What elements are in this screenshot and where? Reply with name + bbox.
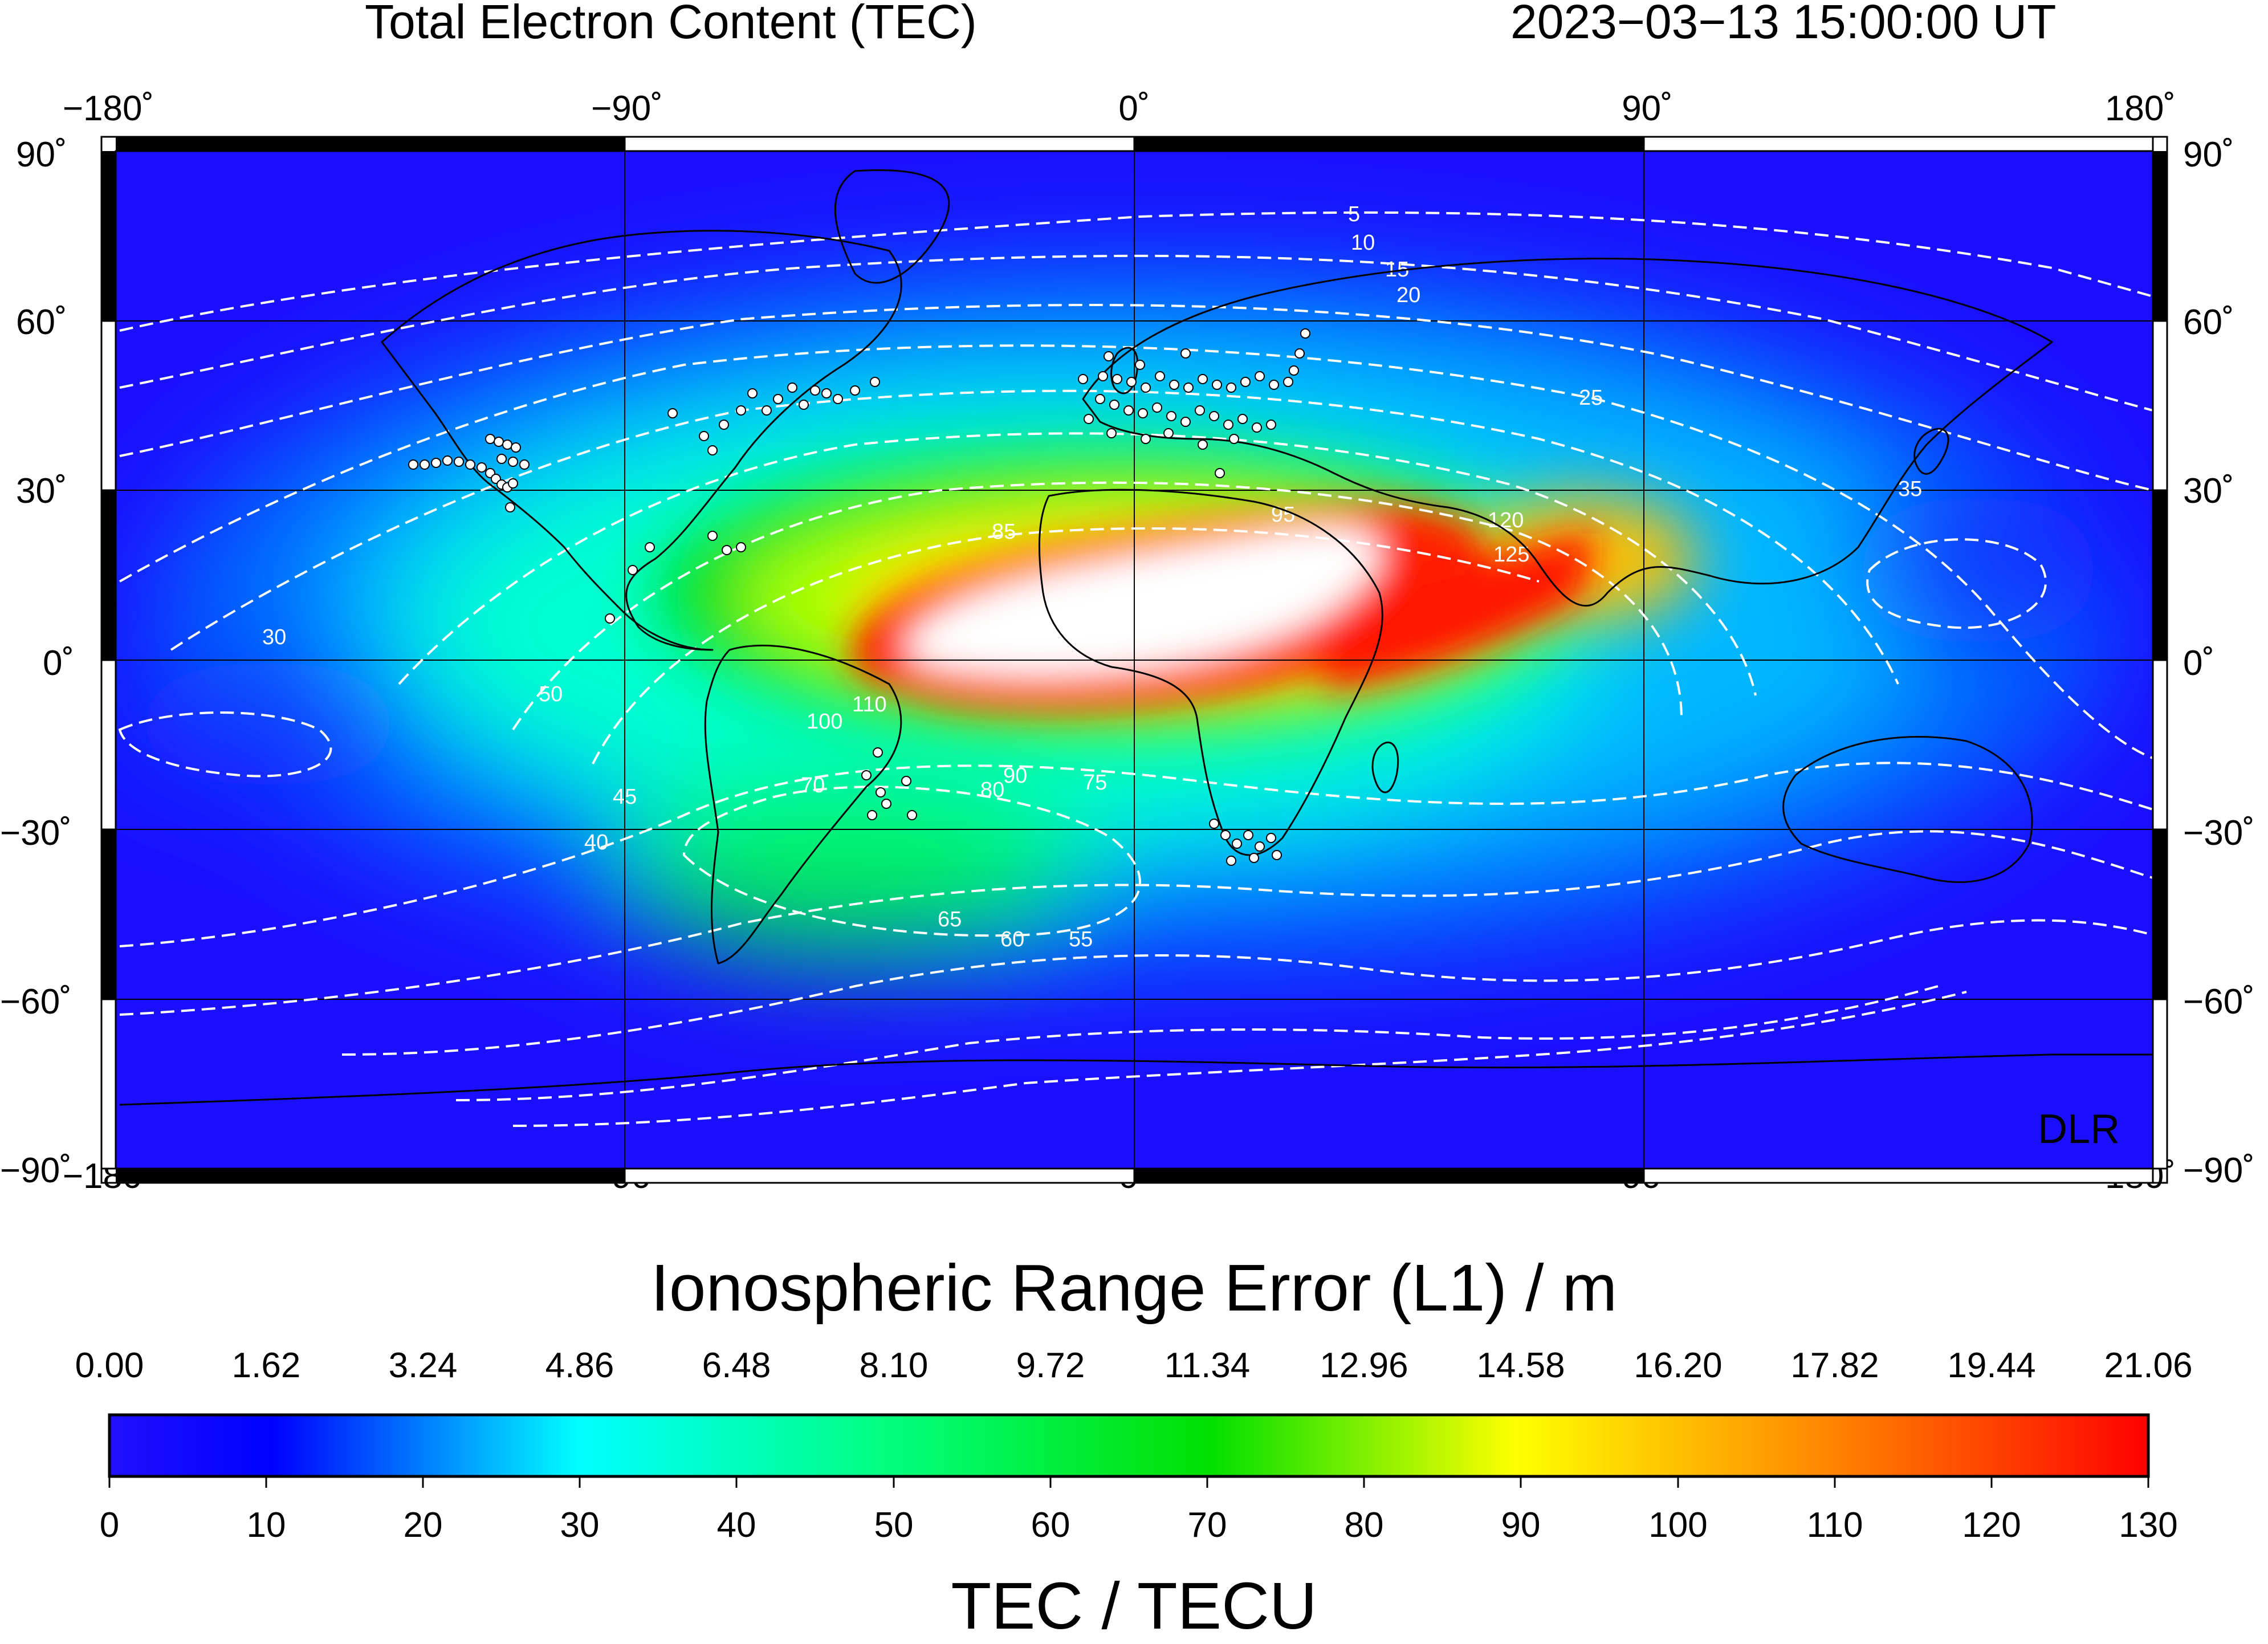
contour-label: 80 xyxy=(980,778,1004,802)
tec-contours xyxy=(118,211,2153,1127)
contour-label: 110 xyxy=(852,693,887,717)
tec-tick: 40 xyxy=(716,1505,756,1545)
range-tick: 19.44 xyxy=(1947,1346,2036,1385)
uk-coast xyxy=(1110,347,1139,394)
tec-tick: 70 xyxy=(1187,1505,1227,1545)
range-tick: 6.48 xyxy=(702,1346,771,1385)
contour-label: 45 xyxy=(613,785,637,809)
range-tick: 3.24 xyxy=(388,1346,458,1385)
contour-label: 75 xyxy=(1083,771,1107,795)
tec-unit-title: TEC / TECU xyxy=(951,1569,1317,1643)
contour-label: 65 xyxy=(938,908,962,931)
tec-tick: 0 xyxy=(99,1505,120,1545)
contour-label: 40 xyxy=(584,831,608,854)
range-tick: 16.20 xyxy=(1634,1346,1723,1385)
dlr-credit: DLR xyxy=(2038,1106,2120,1152)
lat-tick-right: 30˚ xyxy=(2183,471,2234,511)
range-tick: 14.58 xyxy=(1476,1346,1565,1385)
range-tick: 1.62 xyxy=(231,1346,301,1385)
lat-tick-right: 0˚ xyxy=(2183,644,2215,683)
tec-tick: 90 xyxy=(1501,1505,1541,1545)
lon-tick-top: 0˚ xyxy=(1118,89,1150,128)
range-error-title: Ionospheric Range Error (L1) / m xyxy=(650,1251,1618,1325)
range-tick: 0.00 xyxy=(75,1346,144,1385)
contour-label: 125 xyxy=(1493,543,1529,567)
contour-label: 120 xyxy=(1488,508,1524,532)
japan-coast xyxy=(1913,428,1949,475)
range-tick: 4.86 xyxy=(545,1346,614,1385)
contour-label: 70 xyxy=(801,774,825,797)
contour-label: 50 xyxy=(539,682,563,706)
australia-coast xyxy=(1782,736,2033,883)
range-tick: 21.06 xyxy=(2104,1346,2193,1385)
contour-label: 10 xyxy=(1351,231,1375,255)
tec-tick: 20 xyxy=(403,1505,443,1545)
contour-label: 5 xyxy=(1348,202,1360,226)
contour-label: 20 xyxy=(1396,283,1420,307)
lat-tick-left: 60˚ xyxy=(16,303,67,342)
map-title: Total Electron Content (TEC) xyxy=(365,0,977,48)
tec-tick: 110 xyxy=(1806,1505,1863,1545)
tec-tick: 120 xyxy=(1962,1505,2021,1545)
range-tick: 17.82 xyxy=(1790,1346,1879,1385)
north-america-coast xyxy=(381,230,902,651)
tec-tick: 80 xyxy=(1344,1505,1384,1545)
contour-label: 85 xyxy=(992,520,1016,544)
tec-tick: 10 xyxy=(246,1505,286,1545)
tec-tick: 100 xyxy=(1648,1505,1708,1545)
lat-tick-left: −60˚ xyxy=(0,982,72,1022)
tec-tick: 30 xyxy=(560,1505,600,1545)
madagascar-coast xyxy=(1371,741,1399,793)
lat-tick-left: 90˚ xyxy=(16,135,67,174)
gnss-stations xyxy=(408,328,1310,866)
contour-labels: 5 10 15 20 25 30 35 40 45 50 55 60 65 70… xyxy=(262,202,1922,951)
range-tick: 8.10 xyxy=(859,1346,929,1385)
range-tick: 11.34 xyxy=(1164,1346,1251,1385)
lon-tick-top: 180˚ xyxy=(2104,89,2176,128)
colorbar-gradient xyxy=(108,1413,2150,1478)
contour-label: 90 xyxy=(1003,764,1027,788)
map-datetime: 2023−03−13 15:00:00 UT xyxy=(1510,0,2057,48)
contour-label: 25 xyxy=(1579,386,1603,410)
lat-tick-right: −90˚ xyxy=(2183,1151,2255,1190)
contour-label: 100 xyxy=(807,710,842,734)
tec-tick: 130 xyxy=(2119,1505,2178,1545)
range-tick: 12.96 xyxy=(1320,1346,1408,1385)
lat-tick-left: 30˚ xyxy=(16,471,67,511)
contour-label: 55 xyxy=(1069,927,1093,951)
lat-tick-left: −90˚ xyxy=(0,1151,72,1190)
range-tick: 9.72 xyxy=(1016,1346,1085,1385)
lon-tick-top: −90˚ xyxy=(591,89,663,128)
tec-tick: 50 xyxy=(874,1505,914,1545)
lat-tick-right: 90˚ xyxy=(2183,135,2234,174)
south-america-coast xyxy=(704,645,902,965)
eurasia-coast xyxy=(1082,258,2053,607)
antarctica-coast xyxy=(119,1053,2153,1106)
tec-tick: 60 xyxy=(1031,1505,1070,1545)
contour-label: 60 xyxy=(1000,927,1024,951)
lon-tick-top: −180˚ xyxy=(62,89,154,128)
lat-tick-right: 60˚ xyxy=(2183,303,2234,342)
map-frame xyxy=(100,136,2168,1184)
lat-tick-left: −30˚ xyxy=(0,813,72,853)
lat-tick-left: 0˚ xyxy=(43,644,75,683)
africa-coast xyxy=(1038,489,1383,856)
coastlines xyxy=(119,169,2153,1106)
lat-tick-right: −30˚ xyxy=(2183,813,2255,853)
colorbar-ticks xyxy=(108,1476,2149,1488)
contour-label: 35 xyxy=(1898,477,1922,501)
greenland-coast xyxy=(834,169,950,284)
graticule xyxy=(116,151,2153,1169)
contour-label: 30 xyxy=(262,625,286,649)
lat-tick-right: −60˚ xyxy=(2183,982,2255,1022)
lon-tick-top: 90˚ xyxy=(1622,89,1673,128)
